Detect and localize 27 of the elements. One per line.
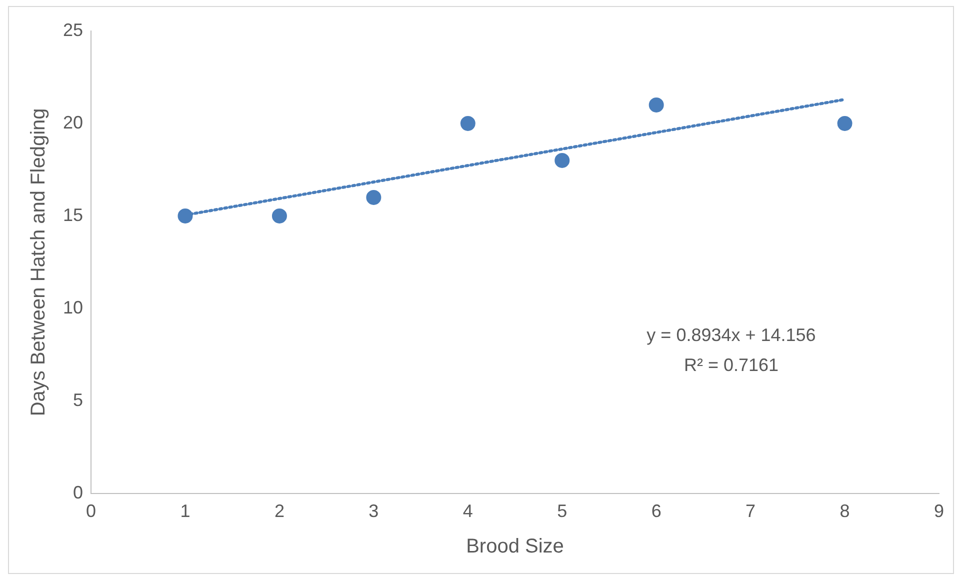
x-tick-label: 8 [840,501,850,522]
y-tick-label: 25 [62,20,84,40]
x-tick-label: 2 [274,501,284,522]
x-tick-label: 3 [368,501,379,522]
y-axis-title: Days Between Hatch and Fledging [28,108,50,416]
y-tick-label: 0 [73,482,84,502]
point [837,116,852,131]
y-tick-label: 10 [62,297,84,318]
point [648,97,664,112]
x-tick-label: 7 [746,501,756,522]
point [366,190,382,205]
x-tick-label: 0 [86,501,96,522]
x-tick-label: 9 [934,501,944,522]
annotation: y = 0.8934x + 14.156 [646,325,816,346]
annotation: R² = 0.7161 [684,355,779,376]
x-tick-label: 1 [180,501,190,522]
point [554,152,570,168]
y-tick-label: 15 [62,204,84,225]
y-tick-label: 5 [73,390,84,410]
y-tick-label: 20 [62,112,84,132]
point [178,208,193,224]
x-tick-label: 5 [557,501,568,522]
x-tick-label: 4 [462,501,473,522]
point [272,208,287,224]
point [460,116,476,131]
x-tick-label: 6 [651,501,662,522]
x-axis-title: Brood Size [466,536,564,558]
